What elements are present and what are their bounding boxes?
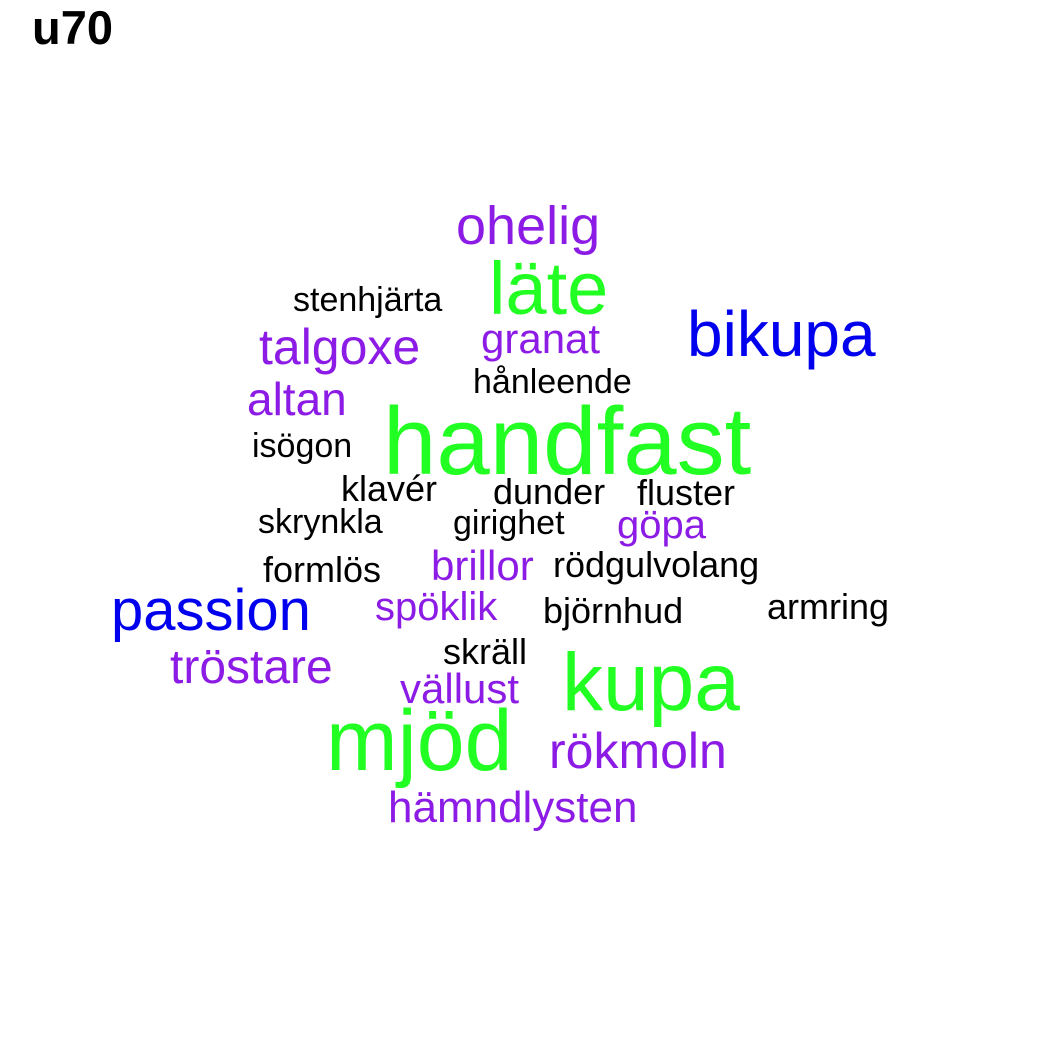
word-skrynkla: skrynkla <box>258 503 383 541</box>
word-klaver: klavér <box>341 468 438 509</box>
word-mjod: mjöd <box>326 693 513 789</box>
word-handfast: handfast <box>383 388 752 495</box>
word-granat: granat <box>481 315 601 362</box>
word-gopa: göpa <box>617 503 706 547</box>
word-hanleende: hånleende <box>473 363 632 401</box>
word-formlos: formlös <box>263 549 382 590</box>
word-skrall: skräll <box>443 631 528 672</box>
word-spoklik: spöklik <box>375 585 498 629</box>
word-rokmoln: rökmoln <box>549 723 727 779</box>
word-dunder: dunder <box>493 471 606 512</box>
figure-title: u70 <box>32 1 113 54</box>
word-bikupa: bikupa <box>687 298 876 370</box>
word-vallust: vällust <box>400 665 520 712</box>
word-late: läte <box>489 247 609 330</box>
word-passion: passion <box>111 578 311 643</box>
word-armring: armring <box>767 586 890 627</box>
word-rodgulvolang: rödgulvolang <box>553 544 760 585</box>
word-bjornhud: björnhud <box>543 590 684 631</box>
word-isogon: isögon <box>252 427 353 465</box>
word-hamndlysten: hämndlysten <box>388 783 638 832</box>
word-girighet: girighet <box>453 504 565 542</box>
word-brillor: brillor <box>431 542 534 589</box>
word-ohelig: ohelig <box>456 196 601 256</box>
word-fluster: fluster <box>637 472 736 513</box>
word-stenhjarta: stenhjärta <box>293 281 443 319</box>
word-talgoxe: talgoxe <box>259 319 421 375</box>
word-altan: altan <box>247 373 347 425</box>
word-trostare: tröstare <box>170 641 333 694</box>
word-kupa: kupa <box>562 637 740 728</box>
